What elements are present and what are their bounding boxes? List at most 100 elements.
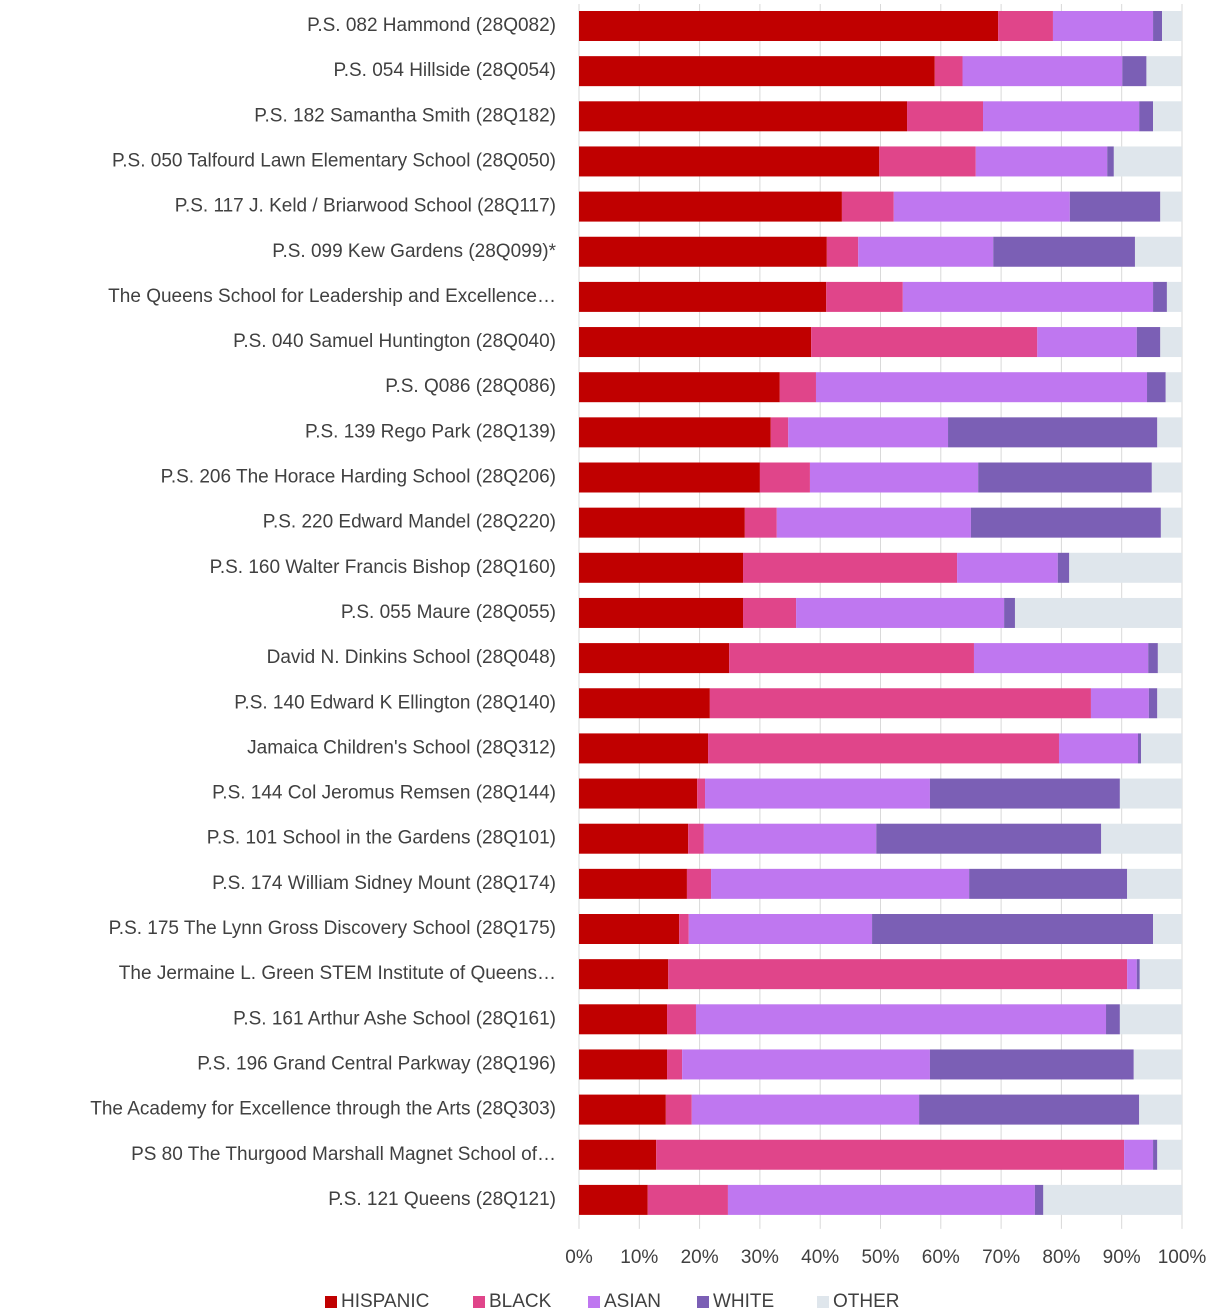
- bar-segment: [709, 688, 1091, 719]
- bar-segment: [691, 1094, 920, 1125]
- x-tick-label: 10%: [620, 1247, 658, 1268]
- bar-segment: [1146, 56, 1182, 87]
- x-tick-label: 20%: [681, 1247, 719, 1268]
- bar-segment: [929, 778, 1120, 809]
- bar-segment: [679, 914, 689, 944]
- bar-segment: [579, 1094, 666, 1125]
- bar-segment: [815, 372, 1148, 403]
- bar-segment: [1136, 959, 1140, 990]
- bar-segment: [579, 1184, 648, 1215]
- bar-segment: [858, 236, 994, 267]
- bar-segment: [1153, 1139, 1158, 1170]
- bar-segment: [697, 778, 706, 809]
- bar-segment: [993, 236, 1135, 267]
- bar-segment: [1127, 868, 1182, 899]
- y-tick-label: P.S. 055 Maure (28Q055): [341, 602, 556, 623]
- bar-segment: [705, 778, 930, 809]
- bar-segment: [907, 101, 984, 132]
- bar-segment: [1052, 11, 1154, 41]
- bar-segment: [962, 56, 1123, 87]
- y-tick-label: P.S. 220 Edward Mandel (28Q220): [263, 512, 556, 533]
- bar-segment: [682, 1049, 930, 1080]
- bar-segment: [579, 552, 744, 583]
- bar-segment: [579, 101, 908, 132]
- bar-segment: [1106, 1004, 1120, 1035]
- bar-segment: [579, 823, 689, 854]
- x-tick-label: 30%: [741, 1247, 779, 1268]
- bar-segment: [969, 868, 1128, 899]
- x-tick-label: 90%: [1103, 1247, 1141, 1268]
- bar-segment: [893, 191, 1070, 222]
- y-tick-label: P.S. 160 Walter Francis Bishop (28Q160): [210, 557, 556, 578]
- bar-segment: [667, 1004, 696, 1035]
- bar-segment: [667, 1049, 683, 1080]
- bar-segment: [1140, 733, 1182, 764]
- bar-segment: [579, 507, 745, 538]
- legend-label: HISPANIC: [341, 1291, 429, 1312]
- bar-segment: [1160, 191, 1182, 222]
- bar-segment: [668, 959, 1128, 990]
- y-tick-label: P.S. 054 Hillside (28Q054): [334, 60, 557, 81]
- bar-segment: [579, 236, 827, 267]
- bar-segment: [579, 1049, 668, 1080]
- y-tick-label: Jamaica Children's School (28Q312): [247, 737, 556, 758]
- bar-segment: [1157, 688, 1182, 719]
- legend-label: OTHER: [833, 1291, 900, 1312]
- bar-segment: [975, 146, 1108, 177]
- bar-segment: [1139, 959, 1182, 990]
- bar-segment: [1153, 914, 1182, 944]
- bar-segment: [579, 327, 812, 358]
- bar-segment: [727, 1184, 1035, 1215]
- legend-label: WHITE: [713, 1291, 774, 1312]
- bar-segment: [1157, 1139, 1182, 1170]
- bar-segment: [1119, 778, 1182, 809]
- bar-segment: [579, 462, 760, 493]
- bar-segment: [998, 11, 1053, 41]
- bar-segment: [1157, 643, 1182, 674]
- bar-segment: [973, 643, 1149, 674]
- bar-segment: [711, 868, 970, 899]
- y-tick-label: P.S. 161 Arthur Ashe School (28Q161): [233, 1008, 556, 1029]
- bar-segment: [579, 597, 744, 628]
- bar-segment: [579, 914, 680, 944]
- bar-segment: [1124, 1139, 1154, 1170]
- y-tick-label: The Jermaine L. Green STEM Institute of …: [119, 963, 556, 984]
- bar-segment: [948, 417, 1158, 448]
- y-tick-label: P.S. 099 Kew Gardens (28Q099)*: [272, 241, 556, 262]
- bar-segment: [1153, 101, 1182, 132]
- bar-segment: [579, 372, 780, 403]
- bar-segment: [1004, 597, 1015, 628]
- bar-segment: [1157, 417, 1182, 448]
- bar-segment: [579, 688, 710, 719]
- bar-segment: [1166, 281, 1182, 312]
- y-tick-label: David N. Dinkins School (28Q048): [267, 647, 556, 668]
- x-tick-label: 50%: [861, 1247, 899, 1268]
- y-tick-label: P.S. 050 Talfourd Lawn Elementary School…: [112, 150, 556, 171]
- bar-segment: [1057, 552, 1070, 583]
- y-tick-label: P.S. 140 Edward K Ellington (28Q140): [234, 692, 556, 713]
- bar-segment: [1014, 597, 1182, 628]
- bar-segment: [770, 417, 789, 448]
- bar-segment: [1162, 11, 1182, 41]
- legend-label: BLACK: [489, 1291, 552, 1312]
- bar-segment: [647, 1184, 728, 1215]
- y-tick-label: P.S. 182 Samantha Smith (28Q182): [254, 105, 556, 126]
- bar-segment: [1160, 507, 1182, 538]
- bar-segment: [826, 281, 903, 312]
- bar-segment: [665, 1094, 692, 1125]
- bar-segment: [579, 778, 698, 809]
- bar-segment: [1165, 372, 1182, 403]
- bar-segment: [729, 643, 974, 674]
- x-tick-label: 0%: [565, 1247, 593, 1268]
- bar-segment: [1137, 733, 1141, 764]
- bar-segment: [978, 462, 1152, 493]
- bar-segment: [695, 1004, 1107, 1035]
- bar-segment: [688, 914, 873, 944]
- bar-segment: [957, 552, 1058, 583]
- bar-segment: [743, 552, 958, 583]
- bar-segment: [879, 146, 976, 177]
- bar-segment: [1058, 733, 1138, 764]
- bar-segment: [1069, 552, 1182, 583]
- y-tick-label: P.S. 174 William Sidney Mount (28Q174): [212, 873, 556, 894]
- bar-segment: [579, 1139, 657, 1170]
